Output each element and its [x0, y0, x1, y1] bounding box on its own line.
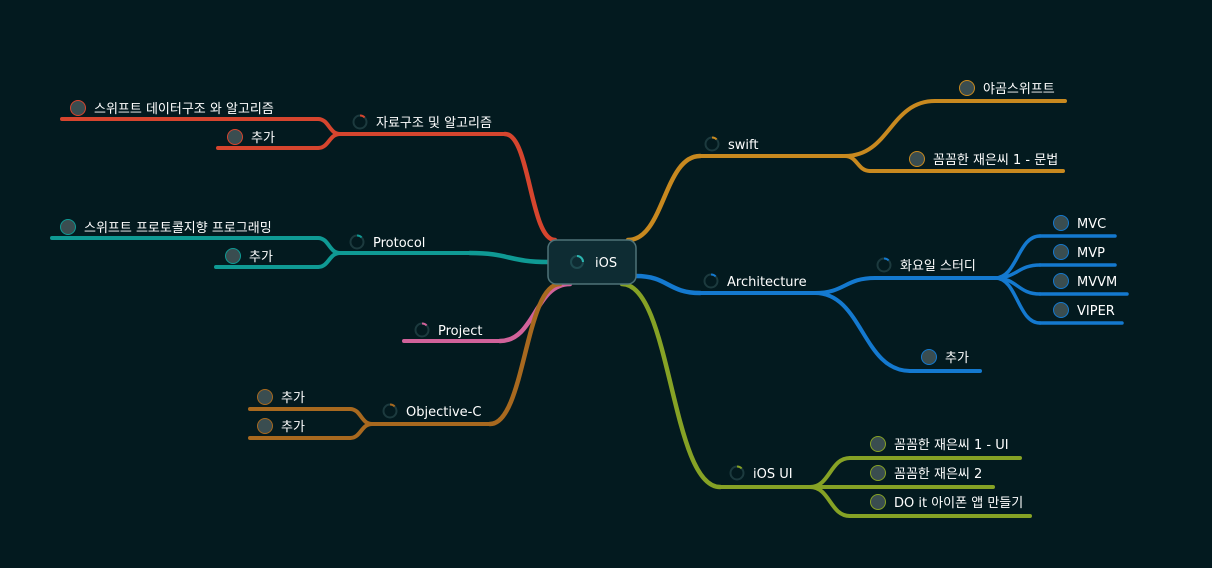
branch-6-child-1-leaf-1-node-icon	[1053, 215, 1069, 231]
branch-6-node-progress-icon	[710, 273, 717, 278]
branch-5-child-2-node-label: 꼼꼼한 재은씨 1 - 문법	[933, 153, 1058, 168]
root-node-box	[547, 239, 637, 285]
branch-1-child-2-node-label: 추가	[251, 131, 275, 146]
branch-7-child-2-node-icon	[870, 465, 886, 481]
branch-1-child-1-node-label: 스위프트 데이터구조 와 알고리즘	[94, 102, 274, 117]
branch-2-child-2-node-icon	[225, 248, 241, 264]
branch-4-node-label: Objective-C	[406, 405, 481, 420]
branch-6-child-2-node-icon	[921, 349, 937, 365]
connector-layer	[50, 99, 1129, 518]
branch-5-child-1-node-label: 야곰스위프트	[983, 82, 1055, 97]
branch-6-child-2-connector	[813, 291, 912, 373]
branch-1-child-1-connector	[316, 117, 342, 136]
branch-5-node-progress-icon	[711, 136, 718, 141]
branch-2-node-progress-icon	[356, 234, 363, 239]
branch-2-connector	[467, 250, 551, 265]
branch-3-node-progress-icon	[421, 322, 428, 327]
branch-4-child-1-node-icon	[257, 389, 273, 405]
root-node-label: iOS	[595, 256, 617, 271]
branch-7-node-progress-icon	[736, 465, 743, 470]
branch-6-child-1-connector	[813, 276, 877, 295]
branch-1-connector	[502, 131, 558, 243]
branch-1-node-progress-icon	[359, 114, 366, 119]
branch-4-child-1-node-label: 추가	[281, 391, 305, 406]
branch-2-node-label: Protocol	[373, 236, 425, 251]
branch-2-child-1-connector	[316, 236, 342, 255]
branch-7-child-3-node-icon	[870, 494, 886, 510]
branch-6-child-1-leaf-3-node-icon	[1053, 273, 1069, 289]
branch-5-child-2-node-icon	[909, 151, 925, 167]
root-progress-icon	[576, 255, 584, 263]
branch-4-child-2-node-label: 추가	[281, 420, 305, 435]
branch-2-child-2-node-label: 추가	[249, 250, 273, 265]
branch-4-node-progress-icon	[389, 403, 396, 408]
branch-1-child-2-node-icon	[227, 129, 243, 145]
branch-4-child-2-node-icon	[257, 418, 273, 434]
branch-6-child-1-leaf-3-node-label: MVVM	[1077, 275, 1117, 290]
branch-2-child-1-node-label: 스위프트 프로토콜지향 프로그래밍	[84, 221, 272, 236]
branch-7-child-2-node-label: 꼼꼼한 재은씨 2	[894, 467, 982, 482]
branch-6-connector	[633, 273, 703, 296]
branch-1-child-1-node-icon	[70, 100, 86, 116]
branch-4-connector	[487, 281, 563, 427]
branch-7-node-label: iOS UI	[753, 467, 793, 482]
branch-6-child-1-leaf-1-node-label: MVC	[1077, 217, 1106, 232]
branch-6-child-2-node-label: 추가	[945, 351, 969, 366]
branch-3-node-label: Project	[438, 324, 482, 339]
branch-6-child-1-leaf-2-connector	[993, 263, 1042, 280]
branch-1-child-2-connector	[316, 132, 342, 150]
branch-7-child-3-node-label: DO it 아이폰 앱 만들기	[894, 496, 1023, 511]
branch-5-child-1-connector	[843, 99, 937, 158]
branch-5-node-label: swift	[728, 138, 758, 153]
branch-5-child-1-node-icon	[959, 80, 975, 96]
branch-6-child-1-leaf-4-node-label: VIPER	[1077, 304, 1115, 319]
branch-5-child-2-connector	[843, 154, 872, 173]
branch-7-child-3-connector	[808, 485, 852, 518]
branch-1-node-label: 자료구조 및 알고리즘	[376, 116, 492, 131]
branch-6-child-1-node-progress-icon	[883, 257, 890, 262]
branch-6-child-1-leaf-4-node-icon	[1053, 302, 1069, 318]
branch-7-child-1-node-label: 꼼꼼한 재은씨 1 - UI	[894, 438, 1009, 453]
branch-6-child-1-node-label: 화요일 스터디	[900, 259, 976, 274]
branch-7-child-1-connector	[808, 456, 852, 489]
branch-7-connector	[619, 281, 723, 490]
branch-2-child-2-connector	[316, 251, 342, 269]
branch-2-child-1-node-icon	[60, 219, 76, 235]
branch-5-connector	[625, 153, 703, 243]
branch-6-node-label: Architecture	[727, 275, 807, 290]
branch-4-child-1-connector	[348, 407, 374, 426]
branch-6-child-1-leaf-2-node-icon	[1053, 244, 1069, 260]
branch-4-child-2-connector	[348, 422, 374, 440]
branch-7-child-1-node-icon	[870, 436, 886, 452]
branch-6-child-1-leaf-2-node-label: MVP	[1077, 246, 1105, 261]
branch-6-child-1-leaf-4-connector	[993, 276, 1042, 325]
root-node[interactable]: iOS	[547, 239, 637, 285]
